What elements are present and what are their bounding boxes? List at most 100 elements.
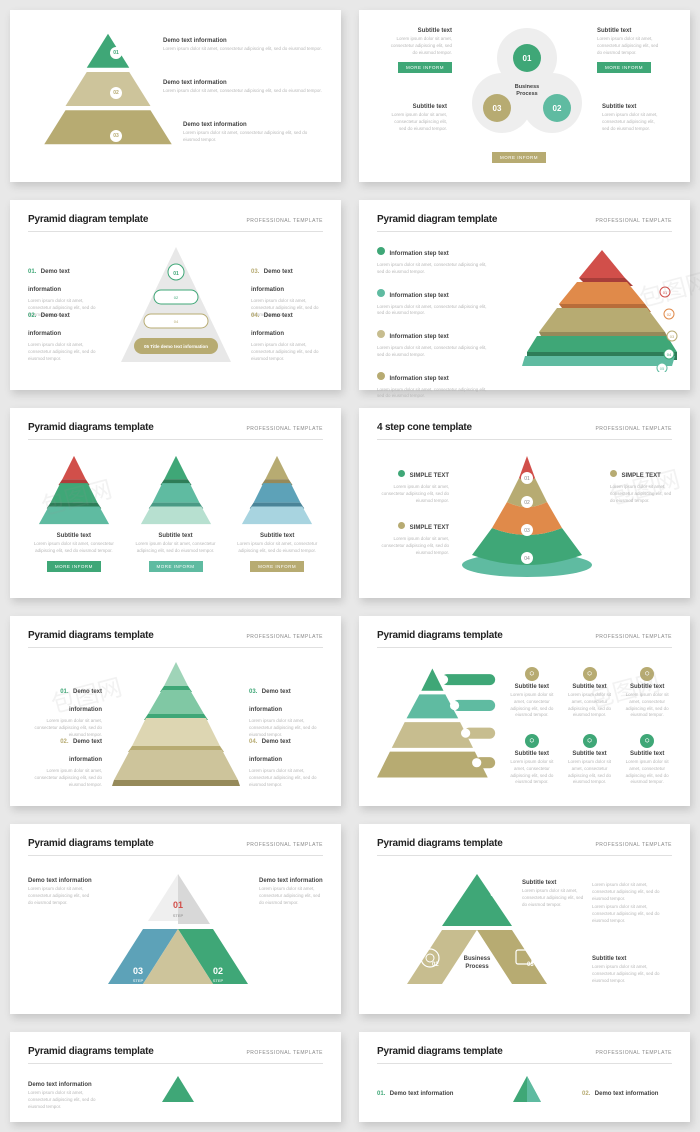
slide-11: Pyramid diagrams template PROFESSIONAL T… (10, 1032, 341, 1122)
lorem-text: Lorem ipsum dolor sit amet, consectetur … (130, 541, 222, 555)
lorem-text: Lorem ipsum dolor sit amet, consectetur … (597, 36, 662, 56)
lorem-text: Lorem ipsum dolor sit amet, consectetur … (565, 692, 615, 719)
item-label: Demo text information (595, 1091, 659, 1097)
subtitle-label: Subtitle text (597, 28, 662, 34)
lorem-text: Lorem ipsum dolor sit amet, consectetur … (28, 886, 92, 906)
more-button[interactable]: MORE INFORM (149, 561, 203, 572)
icon-badge: ⬡ (525, 667, 539, 681)
lorem-text: Lorem ipsum dolor sit amet, consectetur … (602, 112, 662, 132)
item-label: Demo text information (69, 739, 102, 763)
lorem-text: Lorem ipsum dolor sit amet, consectetur … (377, 484, 449, 504)
svg-text:03: 03 (493, 104, 502, 113)
info-label: Information step text (389, 334, 448, 340)
slide-title: Pyramid diagrams template (28, 422, 154, 433)
lorem-text: Lorem ipsum dolor sit amet, consectetur … (565, 759, 615, 786)
lorem-text: Lorem ipsum dolor sit amet, consectetur … (251, 342, 323, 362)
more-button[interactable]: MORE INFORM (250, 561, 304, 572)
slide-subtitle: PROFESSIONAL TEMPLATE (595, 426, 672, 432)
num-label: 01. (28, 269, 36, 275)
svg-text:03: 03 (527, 962, 534, 968)
subtitle-label: Subtitle text (28, 533, 120, 539)
num-label: 02. (582, 1091, 590, 1097)
more-button[interactable]: MORE INFORM (47, 561, 101, 572)
item-label: Demo text information (163, 80, 322, 86)
num-label: 02. (60, 739, 68, 745)
svg-text:01: 01 (490, 892, 497, 898)
svg-text:01: 01 (523, 54, 532, 63)
more-button[interactable]: MORE INFORM (492, 152, 546, 163)
slide-9: Pyramid diagrams template PROFESSIONAL T… (10, 824, 341, 1014)
num-label: 01. (60, 689, 68, 695)
svg-text:03: 03 (670, 334, 675, 339)
lorem-text: Lorem ipsum dolor sit amet, consectetur … (28, 541, 120, 555)
slide-title: Pyramid diagram template (377, 214, 497, 225)
icon-badge: ⬡ (640, 734, 654, 748)
lorem-text: Lorem ipsum dolor sit amet, consectetur … (622, 692, 672, 719)
slide-2: 01 03 02 Business Process Subtitle text … (359, 10, 690, 182)
subtitle-label: Subtitle text (130, 533, 222, 539)
more-button[interactable]: MORE INFORM (398, 62, 452, 73)
template-grid: 01 02 03 Demo text information Lorem ips… (10, 10, 690, 1122)
slide-subtitle: PROFESSIONAL TEMPLATE (246, 1050, 323, 1056)
lorem-text: Lorem ipsum dolor sit amet, consectetur … (28, 1090, 108, 1110)
slide-1: 01 02 03 Demo text information Lorem ips… (10, 10, 341, 182)
mini-pyramid-2: Subtitle text Lorem ipsum dolor sit amet… (130, 450, 222, 580)
subtitle-label: Subtitle text (565, 684, 615, 690)
simple-label: SIMPLE TEXT (410, 473, 449, 479)
slide-title: Pyramid diagrams template (377, 838, 503, 849)
num-label: 03. (249, 689, 257, 695)
lorem-text: Lorem ipsum dolor sit amet, consectetur … (377, 536, 449, 556)
slide-3: Pyramid diagram template PROFESSIONAL TE… (10, 200, 341, 390)
bullet-icon (398, 522, 405, 529)
lorem-text: Lorem ipsum dolor sit amet, consectetur … (507, 692, 557, 719)
bullet-icon (377, 289, 385, 297)
simple-label: SIMPLE TEXT (621, 473, 660, 479)
icon-badge: ⬡ (583, 734, 597, 748)
slide-title: Pyramid diagrams template (377, 1046, 503, 1057)
info-label: Information step text (389, 251, 448, 257)
slide-4: Pyramid diagram template PROFESSIONAL TE… (359, 200, 690, 390)
svg-text:Business: Business (515, 84, 539, 90)
num-badge: 02 (110, 87, 122, 99)
lorem-text: Lorem ipsum dolor sit amet, consectetur … (28, 342, 100, 362)
slide-subtitle: PROFESSIONAL TEMPLATE (595, 634, 672, 640)
subtitle-label: Subtitle text (231, 533, 323, 539)
slide-subtitle: PROFESSIONAL TEMPLATE (595, 218, 672, 224)
num-label: 01. (377, 1091, 385, 1097)
slide-7: Pyramid diagrams template PROFESSIONAL T… (10, 616, 341, 806)
slide-10: Pyramid diagrams template PROFESSIONAL T… (359, 824, 690, 1014)
svg-text:04: 04 (667, 352, 672, 357)
svg-text:STEP: STEP (173, 913, 184, 918)
subtitle-label: Subtitle text (507, 751, 557, 757)
icon-badge: ⬡ (525, 734, 539, 748)
svg-text:02: 02 (213, 966, 223, 976)
svg-text:01: 01 (173, 271, 179, 277)
info-label: Information step text (389, 376, 448, 382)
lorem-text: Lorem ipsum dolor sit amet, consectetur … (249, 768, 323, 788)
item-label: Demo text information (69, 689, 102, 713)
slide-5: Pyramid diagrams template PROFESSIONAL T… (10, 408, 341, 598)
item-label: Demo text information (28, 878, 92, 884)
more-button[interactable]: MORE INFORM (597, 62, 651, 73)
bullet-icon (398, 470, 405, 477)
slide-8: Pyramid diagrams template PROFESSIONAL T… (359, 616, 690, 806)
item-label: Demo text information (163, 38, 322, 44)
mini-pyramid-3: Subtitle text Lorem ipsum dolor sit amet… (231, 450, 323, 580)
svg-text:02: 02 (524, 500, 530, 506)
lorem-text: Lorem ipsum dolor sit amet, consectetur … (377, 387, 492, 401)
lorem-text: Lorem ipsum dolor sit amet, consectetur … (163, 46, 322, 53)
num-badge: 01 (110, 47, 122, 59)
item-label: Demo text information (259, 878, 323, 884)
svg-text:05 Title demo text information: 05 Title demo text information (144, 344, 208, 349)
slide-subtitle: PROFESSIONAL TEMPLATE (246, 842, 323, 848)
slide-subtitle: PROFESSIONAL TEMPLATE (246, 426, 323, 432)
lorem-text: Lorem ipsum dolor sit amet, consectetur … (387, 36, 452, 56)
info-label: Information step text (389, 293, 448, 299)
subtitle-label: Subtitle text (622, 751, 672, 757)
slide-subtitle: PROFESSIONAL TEMPLATE (246, 634, 323, 640)
mini-pyramid-1: Subtitle text Lorem ipsum dolor sit amet… (28, 450, 120, 580)
lorem-text: Lorem ipsum dolor sit amet, consectetur … (592, 904, 672, 924)
svg-text:02: 02 (667, 312, 672, 317)
svg-text:02: 02 (174, 295, 179, 300)
lorem-text: Lorem ipsum dolor sit amet, consectetur … (28, 768, 102, 788)
